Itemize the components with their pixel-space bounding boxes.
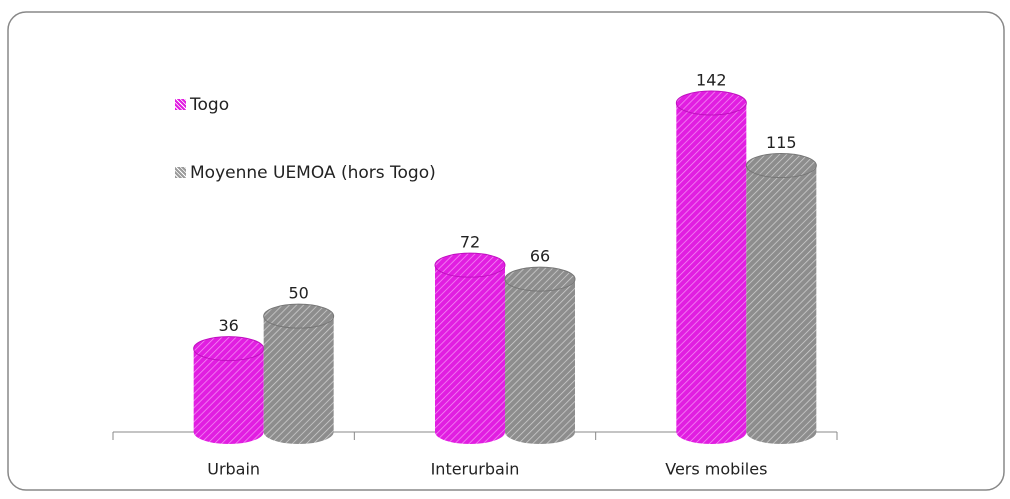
bar-top (675, 90, 747, 116)
x-tick-label: Urbain (207, 460, 260, 479)
bar (193, 336, 265, 444)
data-label: 66 (530, 247, 550, 266)
bar-body (676, 103, 747, 432)
legend-item: Togo (175, 92, 475, 118)
bar-body (193, 348, 264, 432)
bar-top (745, 153, 817, 179)
data-label: 50 (288, 284, 308, 303)
bar (675, 90, 747, 444)
bar-body (505, 279, 575, 432)
data-label: 115 (766, 133, 797, 152)
bar-top (434, 252, 506, 278)
bar (504, 266, 576, 444)
bar (745, 153, 817, 444)
x-tick-label: Interurbain (431, 460, 520, 479)
x-tick-label: Vers mobiles (665, 460, 767, 479)
data-label: 36 (218, 316, 238, 335)
bar-top (193, 336, 265, 362)
bar-body (746, 165, 817, 432)
frame (7, 11, 1005, 491)
data-label: 142 (696, 71, 727, 90)
legend-label: Moyenne UEMOA (hors Togo) (190, 163, 436, 183)
legend-item: Moyenne UEMOA (hors Togo) (175, 160, 475, 186)
legend-label: Togo (190, 95, 230, 115)
bar-body (435, 265, 505, 432)
bar (434, 252, 506, 444)
bar-body (263, 316, 334, 432)
bar-top (504, 266, 576, 292)
bar (263, 303, 335, 444)
data-label: 72 (460, 233, 480, 252)
bar-top (263, 303, 335, 329)
